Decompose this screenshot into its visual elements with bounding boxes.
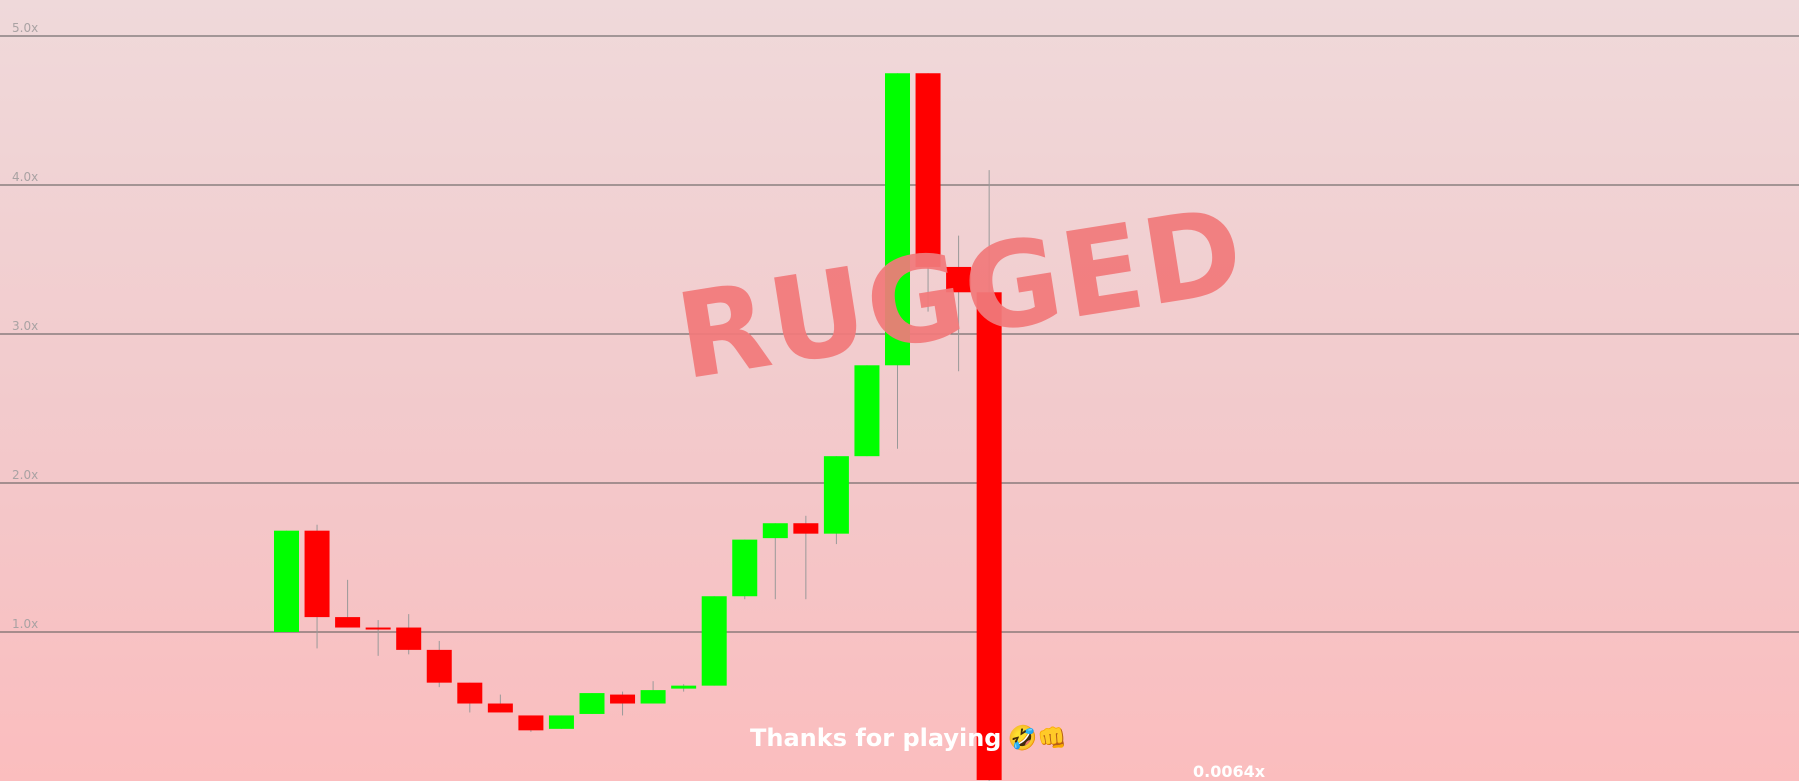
candle-body-down (457, 682, 483, 704)
candle-7 (457, 682, 483, 713)
y-tick-label: 1.0x (12, 617, 38, 631)
candle-body-down (976, 292, 1002, 781)
candle-14 (671, 684, 697, 692)
candle-6 (426, 640, 452, 688)
y-tick-label: 4.0x (12, 170, 38, 184)
candle-body-down (335, 617, 361, 628)
candle-body-up (548, 715, 574, 729)
y-tick-label: 3.0x (12, 319, 38, 333)
candle-2 (304, 524, 330, 649)
candle-22 (915, 73, 941, 312)
candle-23 (946, 235, 972, 372)
candle-3 (335, 579, 361, 628)
candle-8 (487, 694, 513, 713)
candle-body-down (396, 627, 422, 650)
thanks-message-text: Thanks for playing (750, 724, 1002, 752)
candle-13 (640, 681, 666, 704)
candle-10 (548, 715, 574, 729)
candle-body-up (671, 685, 697, 689)
candle-4 (365, 620, 391, 656)
candle-body-down (793, 523, 819, 534)
candle-body-down (915, 73, 941, 267)
candle-body-up (885, 73, 910, 366)
candle-18 (793, 515, 819, 600)
candle-body-down (365, 627, 391, 630)
candle-11 (579, 693, 605, 714)
candle-19 (823, 456, 849, 545)
candle-21 (885, 73, 910, 449)
laughing-punch-emoji-icon: 🤣👊 (1007, 724, 1068, 752)
candle-body-up (579, 693, 605, 714)
candle-1 (274, 530, 299, 632)
candle-24 (976, 170, 1002, 781)
current-multiplier-readout: 0.0064x (1193, 762, 1266, 781)
candle-body-down (946, 266, 972, 293)
candle-body-up (274, 530, 299, 632)
y-tick-label: 2.0x (12, 468, 38, 482)
candle-9 (518, 715, 544, 732)
candle-body-up (762, 523, 788, 539)
candle-body-up (823, 456, 849, 534)
candle-17 (762, 523, 788, 600)
candle-15 (701, 596, 727, 686)
candle-16 (732, 539, 758, 600)
candle-body-up (701, 596, 727, 686)
candle-body-down (610, 694, 636, 704)
candle-body-down (426, 649, 452, 683)
candle-body-down (304, 530, 330, 618)
candle-12 (610, 691, 636, 716)
candle-5 (396, 614, 422, 655)
y-tick-label: 5.0x (12, 21, 38, 35)
candle-body-up (732, 539, 758, 597)
candle-body-up (854, 365, 880, 457)
candle-body-down (487, 703, 513, 713)
candle-body-down (518, 715, 544, 731)
candle-layer (274, 73, 1002, 781)
candle-body-up (640, 690, 666, 704)
candle-20 (854, 365, 880, 457)
thanks-message: Thanks for playing 🤣👊 (750, 724, 1067, 752)
